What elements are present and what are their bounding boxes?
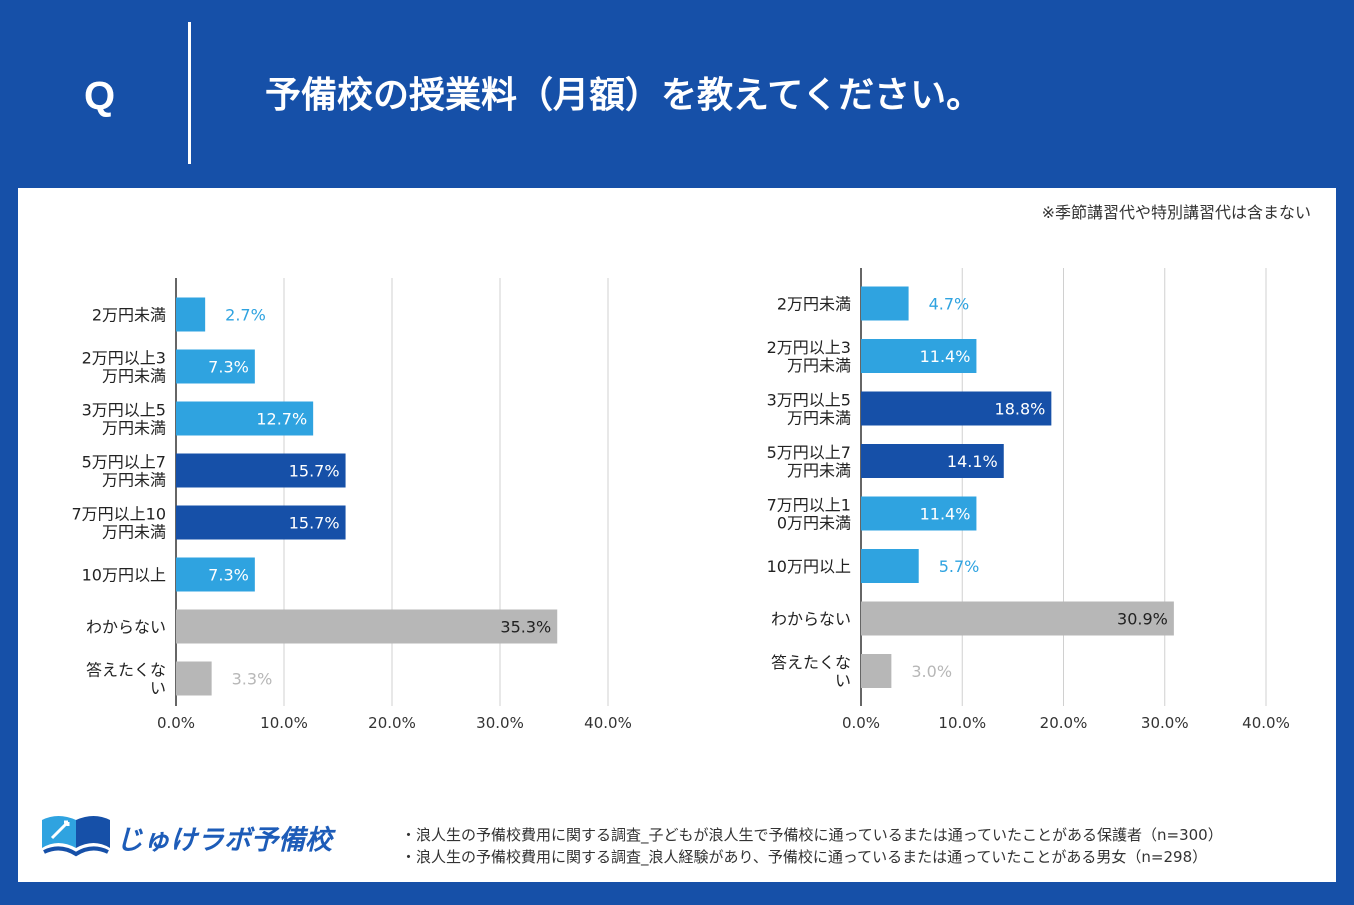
category-label: 2万円未満: [92, 306, 166, 325]
source-line-2: ・浪人生の予備校費用に関する調査_浪人経験があり、予備校に通っているまたは通って…: [401, 848, 1208, 866]
bar: [861, 549, 919, 583]
data-label: 18.8%: [995, 400, 1046, 419]
logo: じゅけラボ予備校: [38, 808, 358, 864]
data-label: 15.7%: [289, 514, 340, 533]
data-label: 7.3%: [208, 358, 249, 377]
q-label: Q: [84, 74, 116, 118]
data-label: 15.7%: [289, 462, 340, 481]
bar: [176, 505, 346, 540]
category-label: 7万円以上1: [767, 496, 851, 515]
data-label: 35.3%: [500, 618, 551, 637]
category-label: 答えたくな: [771, 653, 851, 672]
category-label: わからない: [86, 618, 166, 637]
source-notes: ・浪人生の予備校費用に関する調査_子どもが浪人生で予備校に通っているまたは通って…: [401, 824, 1223, 868]
x-tick-label: 40.0%: [584, 714, 632, 732]
category-label: 10万円以上: [82, 566, 166, 585]
data-label: 12.7%: [256, 410, 307, 429]
data-label: 14.1%: [947, 452, 998, 471]
logo-text: じゅけラボ予備校: [116, 825, 332, 856]
category-label: い: [150, 679, 166, 698]
data-label: 2.7%: [225, 306, 266, 325]
bar: [861, 654, 892, 688]
category-label: い: [835, 671, 851, 690]
note-text: ※季節講習代や特別講習代は含まない: [1041, 203, 1311, 222]
category-label: 7万円以上10: [71, 505, 166, 524]
bar: [176, 453, 346, 488]
category-label: 3万円以上5: [82, 401, 166, 420]
x-tick-label: 20.0%: [368, 714, 416, 732]
x-tick-label: 10.0%: [938, 714, 986, 732]
bar: [861, 339, 977, 373]
bar: [176, 609, 558, 644]
bar: [861, 444, 1004, 478]
x-tick-label: 10.0%: [260, 714, 308, 732]
book-logo-icon: [42, 816, 110, 857]
chart-panel: ※季節講習代や特別講習代は含まない 0.0% 10.0% 20.0% 30.0% 40.…: [18, 188, 1336, 882]
category-label: 万円未満: [102, 471, 166, 490]
data-label: 11.4%: [920, 347, 971, 366]
category-label: わからない: [771, 610, 851, 629]
x-tick-label: 40.0%: [1242, 714, 1290, 732]
bar: [176, 349, 255, 384]
bar: [861, 496, 977, 531]
bar: [176, 557, 255, 592]
category-label: 万円未満: [787, 409, 851, 428]
chart-left: 0.0% 10.0% 20.0% 30.0% 40.0% 2.7% 2万円未満 7.3% 2万円…: [71, 278, 632, 732]
bar: [861, 391, 1052, 426]
data-label: 3.3%: [232, 670, 273, 689]
header-divider: [188, 22, 191, 164]
chart-right: 0.0% 10.0% 20.0% 30.0% 40.0% 4.7% 2万円未満 11.4% 2万…: [767, 268, 1290, 732]
bar: [861, 286, 909, 321]
category-label: 万円未満: [102, 367, 166, 386]
x-tick-label: 20.0%: [1040, 714, 1088, 732]
category-label: 10万円以上: [767, 557, 851, 576]
category-label: 万円未満: [102, 523, 166, 542]
bar: [176, 401, 314, 436]
data-label: 11.4%: [920, 505, 971, 524]
x-tick-label: 30.0%: [476, 714, 524, 732]
category-label: 3万円以上5: [767, 391, 851, 410]
category-label: 5万円以上7: [767, 443, 851, 462]
bar: [861, 601, 1174, 636]
data-label: 3.0%: [911, 662, 952, 681]
category-label: 万円未満: [102, 419, 166, 438]
bar: [176, 661, 212, 696]
data-label: 7.3%: [208, 566, 249, 585]
data-label: 5.7%: [939, 557, 980, 576]
x-tick-label: 30.0%: [1141, 714, 1189, 732]
category-label: 5万円以上7: [82, 453, 166, 472]
data-label: 30.9%: [1117, 610, 1168, 629]
question-title: 予備校の授業料（月額）を教えてください。: [265, 75, 983, 116]
bar: [176, 297, 206, 332]
category-label: 答えたくな: [86, 661, 166, 680]
data-label: 4.7%: [929, 295, 970, 314]
x-tick-label: 0.0%: [842, 714, 880, 732]
category-label: 万円未満: [787, 461, 851, 480]
category-label: 2万円以上3: [82, 349, 166, 368]
category-label: 2万円以上3: [767, 338, 851, 357]
category-label: 万円未満: [787, 356, 851, 375]
category-label: 2万円未満: [777, 295, 851, 314]
source-line-1: ・浪人生の予備校費用に関する調査_子どもが浪人生で予備校に通っているまたは通って…: [401, 826, 1223, 844]
x-tick-label: 0.0%: [157, 714, 195, 732]
category-label: 0万円未満: [777, 514, 851, 533]
